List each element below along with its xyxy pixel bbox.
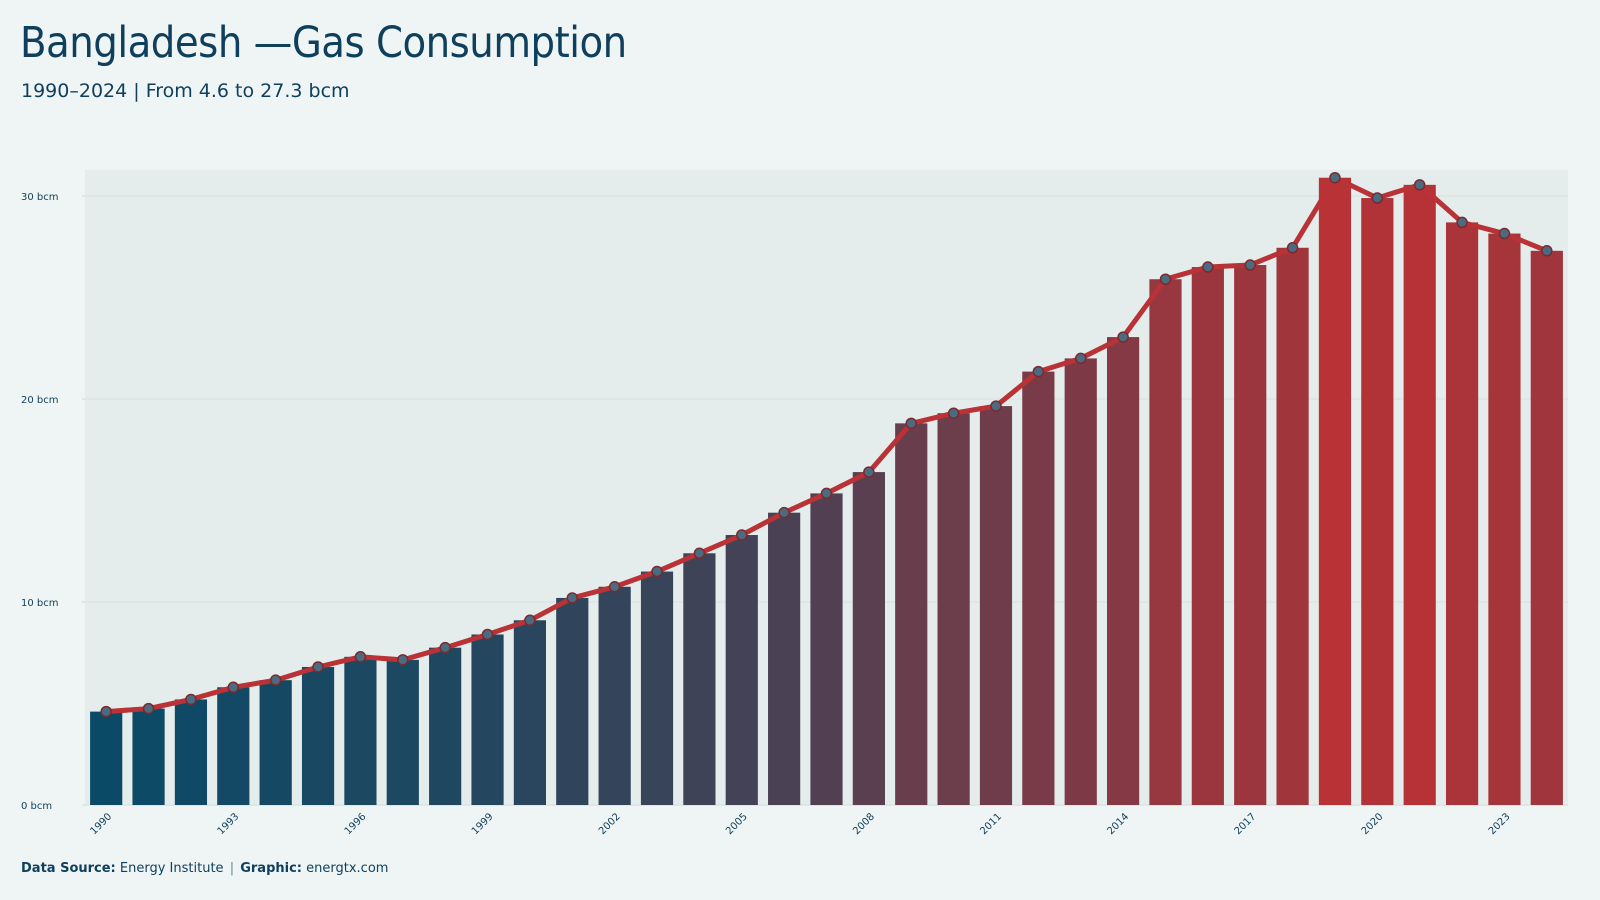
bar-1996 — [344, 656, 377, 805]
point-1994 — [269, 674, 282, 686]
bar-2008 — [852, 472, 885, 805]
y-tick-label: 20 bcm — [21, 395, 59, 406]
bar-2007 — [810, 493, 843, 805]
x-tick-label: 2011 — [978, 811, 1004, 837]
x-tick-label: 2017 — [1233, 811, 1259, 837]
bar-2002 — [598, 586, 631, 805]
point-2007 — [820, 487, 833, 500]
bar-1991 — [132, 708, 165, 805]
point-2015 — [1159, 273, 1172, 285]
point-2016 — [1202, 261, 1214, 273]
y-tick-label: 10 bcm — [21, 598, 59, 609]
x-tick-label: 2008 — [851, 811, 877, 837]
footer: Data Source: Energy Institute | Graphic:… — [21, 861, 388, 876]
point-2003 — [651, 565, 663, 578]
point-2002 — [608, 581, 621, 593]
bar-2004 — [683, 553, 716, 805]
bar-2019 — [1318, 177, 1352, 806]
chart-subtitle: 1990–2024 | From 4.6 to 27.3 bcm — [21, 80, 350, 102]
point-2019 — [1329, 171, 1341, 184]
point-2023 — [1498, 227, 1511, 240]
point-1991 — [142, 702, 155, 715]
graphic-value: energtx.com — [306, 861, 389, 876]
chart-title: Bangladesh —Gas Consumption — [20, 18, 627, 68]
bar-2013 — [1064, 358, 1097, 805]
x-axis-labels: 1990 1993 1996 1999 2002 2005 2008 2011 2014 2017… — [89, 811, 1513, 837]
graphic-label: Graphic: — [240, 861, 302, 876]
point-2004 — [693, 547, 706, 560]
bar-2018 — [1276, 247, 1309, 805]
source-value: Energy Institute — [119, 861, 224, 876]
bar-2023 — [1488, 233, 1521, 805]
point-2024 — [1541, 245, 1553, 257]
markers — [100, 171, 1553, 718]
point-1996 — [354, 651, 367, 663]
point-2013 — [1074, 352, 1087, 365]
y-tick-label: 0 bcm — [21, 801, 52, 812]
bar-2021 — [1403, 184, 1436, 805]
point-2009 — [905, 417, 917, 430]
bar-1992 — [174, 699, 208, 805]
bar-1990 — [90, 711, 123, 805]
point-1993 — [227, 681, 240, 694]
x-tick-label: 2005 — [724, 811, 750, 837]
y-axis-labels: 0 bcm 10 bcm 20 bcm 30 bcm — [21, 192, 59, 812]
bar-2017 — [1234, 265, 1267, 805]
point-2000 — [524, 614, 536, 627]
bar-2012 — [1022, 371, 1055, 805]
bar-1998 — [429, 647, 462, 805]
bar-1995 — [301, 666, 335, 805]
bar-2024 — [1530, 250, 1563, 805]
bars — [85, 169, 1568, 806]
source-label: Data Source: — [21, 861, 116, 876]
bar-1997 — [386, 659, 419, 805]
bar-2011 — [979, 406, 1013, 805]
bar-2006 — [768, 512, 801, 805]
point-2012 — [1032, 365, 1045, 378]
point-1997 — [397, 654, 409, 666]
x-tick-label: 2020 — [1360, 811, 1386, 837]
bar-2001 — [556, 597, 589, 805]
x-tick-label: 1999 — [470, 811, 496, 837]
x-tick-label: 2023 — [1487, 811, 1513, 837]
point-2020 — [1371, 192, 1384, 204]
point-1990 — [100, 705, 112, 718]
footer-separator: | — [229, 861, 235, 876]
point-1992 — [185, 693, 197, 706]
x-tick-label: 1993 — [216, 811, 242, 837]
point-2008 — [863, 466, 875, 478]
bar-2022 — [1445, 222, 1479, 805]
y-tick-label: 30 bcm — [21, 192, 59, 203]
point-2021 — [1413, 179, 1426, 191]
bar-1994 — [259, 680, 292, 805]
bar-2000 — [513, 620, 547, 805]
x-tick-label: 2002 — [597, 811, 623, 837]
bar-2020 — [1361, 198, 1394, 805]
point-1995 — [312, 661, 324, 673]
point-2014 — [1117, 331, 1129, 343]
bar-2009 — [895, 423, 928, 805]
point-1998 — [439, 641, 451, 654]
point-2022 — [1456, 216, 1468, 229]
x-tick-label: 1990 — [89, 811, 115, 837]
bar-2015 — [1149, 279, 1182, 806]
bar-2014 — [1106, 337, 1140, 805]
bar-2010 — [937, 413, 970, 805]
point-2011 — [990, 400, 1002, 412]
point-2001 — [566, 592, 579, 604]
bar-2005 — [725, 535, 758, 805]
point-2006 — [778, 506, 790, 519]
point-2018 — [1286, 242, 1299, 254]
point-2017 — [1244, 259, 1256, 271]
bar-2016 — [1191, 267, 1224, 805]
x-tick-label: 1996 — [343, 811, 369, 837]
point-1999 — [481, 628, 494, 641]
point-2010 — [947, 407, 960, 419]
bar-2003 — [640, 571, 674, 805]
x-tick-label: 2014 — [1105, 811, 1131, 837]
point-2005 — [736, 529, 748, 541]
bar-1999 — [471, 634, 504, 805]
bar-1993 — [217, 687, 250, 805]
